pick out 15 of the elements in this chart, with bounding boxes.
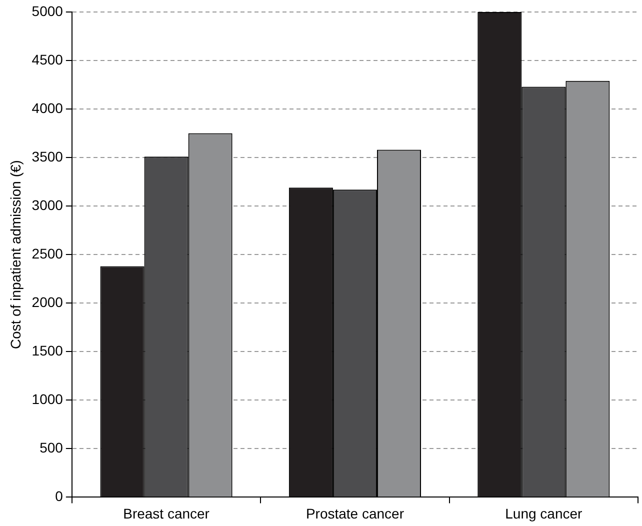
y-axis-title: Cost of inpatient admission (€) [7, 160, 24, 350]
x-tick-label: Lung cancer [505, 505, 583, 522]
y-tick-label: 2000 [32, 294, 64, 310]
y-tick-label: 1000 [32, 391, 64, 408]
y-tick-label: 4000 [32, 100, 64, 116]
x-tick-label: Breast cancer [123, 505, 210, 522]
y-tick-label: 3000 [32, 196, 64, 213]
y-tick-label: 5000 [32, 2, 64, 19]
x-tick-label: Prostate cancer [306, 505, 404, 522]
y-tick-label: 2500 [32, 245, 64, 262]
y-tick-label: 3500 [32, 148, 64, 164]
y-tick-label: 0 [55, 488, 64, 504]
y-tick-label: 4500 [32, 51, 64, 68]
y-tick-label: 1500 [32, 342, 64, 358]
y-tick-label: 500 [40, 440, 64, 456]
